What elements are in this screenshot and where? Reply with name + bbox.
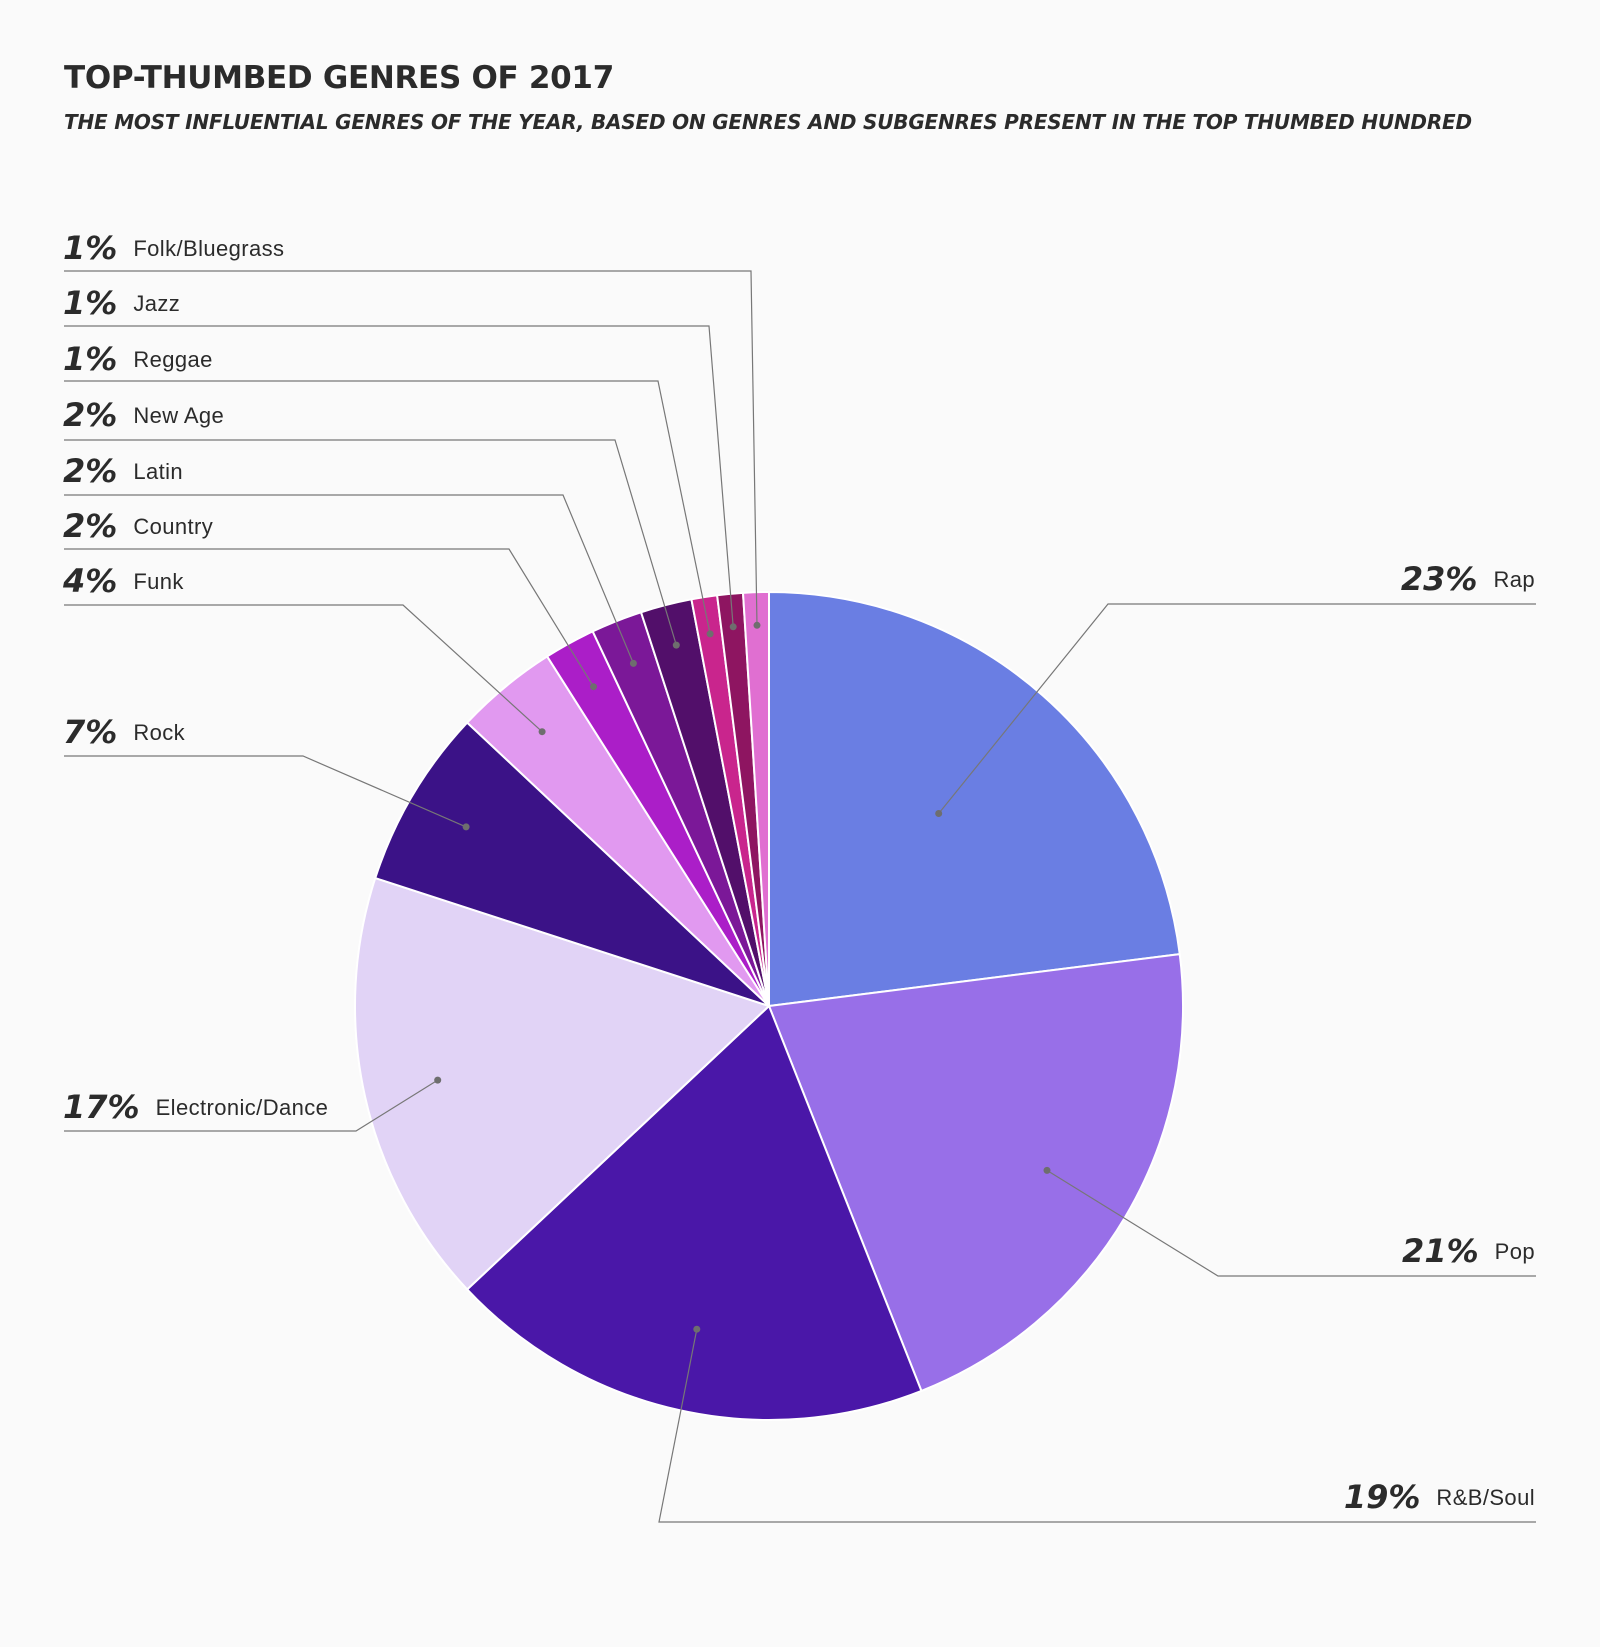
leader-line-pop (1046, 1169, 1536, 1277)
leader-line-jazz (64, 325, 734, 627)
genre-label-latin: Latin (133, 459, 183, 484)
pct-label-new-age: 2% (63, 396, 117, 434)
leader-dot-latin (629, 659, 637, 667)
pct-label-country: 2% (63, 507, 117, 545)
pie-slice-rap (768, 591, 1181, 1007)
leader-line-latin (64, 494, 634, 664)
pct-label-reggae: 1% (63, 340, 117, 378)
pct-label-folk-bluegrass: 1% (63, 229, 117, 267)
leader-dot-funk (538, 728, 546, 736)
leader-dot-country (590, 683, 597, 691)
leader-line-r-b-soul (658, 1329, 1536, 1523)
genre-label-r-b-soul: R&B/Soul (1436, 1485, 1535, 1510)
chart-title: TOP-THUMBED GENRES OF 2017 (64, 60, 614, 96)
genre-label-pop: Pop (1495, 1239, 1535, 1264)
genre-label-rock: Rock (133, 720, 185, 745)
pie-slice-r-b-soul (466, 1005, 923, 1421)
leader-dot-pop (1043, 1166, 1051, 1174)
pie-slice-pop (768, 953, 1184, 1392)
pie-slice-rock (374, 721, 770, 1007)
genre-label-jazz: Jazz (133, 291, 180, 316)
pct-label-rock: 7% (63, 713, 117, 751)
genre-label-reggae: Reggae (133, 347, 212, 372)
leader-line-country (64, 548, 595, 688)
leader-line-folk-bluegrass (64, 270, 758, 626)
leader-dot-rap (935, 810, 943, 817)
genre-label-new-age: New Age (133, 403, 224, 428)
leader-dot-r-b-soul (693, 1325, 701, 1333)
leader-line-electronic-dance (64, 1079, 439, 1132)
pct-label-r-b-soul: 19% (1344, 1478, 1421, 1516)
pie-slices (354, 591, 1184, 1421)
pct-label-rap: 23% (1401, 560, 1478, 598)
leader-dot-jazz (729, 623, 737, 631)
leader-dot-electronic-dance (434, 1076, 442, 1084)
leader-line-reggae (64, 380, 711, 635)
leader-dot-rock (462, 823, 470, 831)
pct-label-jazz: 1% (63, 284, 117, 322)
slice-labels: 23% Rap 21% Pop 19% R&B/Soul 17% Electronic/Dan… (62, 229, 1535, 1516)
pct-label-electronic-dance: 17% (63, 1088, 140, 1126)
leader-dot-new-age (672, 641, 680, 649)
pct-label-pop: 21% (1402, 1232, 1479, 1270)
genre-label-rap: Rap (1493, 567, 1535, 592)
leader-line-funk (64, 604, 543, 733)
genre-label-folk-bluegrass: Folk/Bluegrass (133, 236, 284, 261)
pct-label-latin: 2% (63, 452, 117, 490)
leader-line-new-age (64, 439, 677, 646)
leader-dot-folk-bluegrass (753, 621, 761, 629)
pie-slice-electronic-dance (354, 877, 770, 1291)
genre-label-funk: Funk (133, 569, 184, 594)
leader-dot-reggae (706, 630, 714, 638)
genre-label-electronic-dance: Electronic/Dance (156, 1095, 329, 1120)
genre-label-country: Country (133, 514, 213, 539)
pct-label-funk: 4% (62, 562, 117, 600)
leader-lines (64, 270, 1536, 1523)
leader-line-rock (64, 755, 467, 828)
chart-subtitle: THE MOST INFLUENTIAL GENRES OF THE YEAR,… (64, 110, 1472, 134)
leader-line-rap (938, 603, 1536, 814)
